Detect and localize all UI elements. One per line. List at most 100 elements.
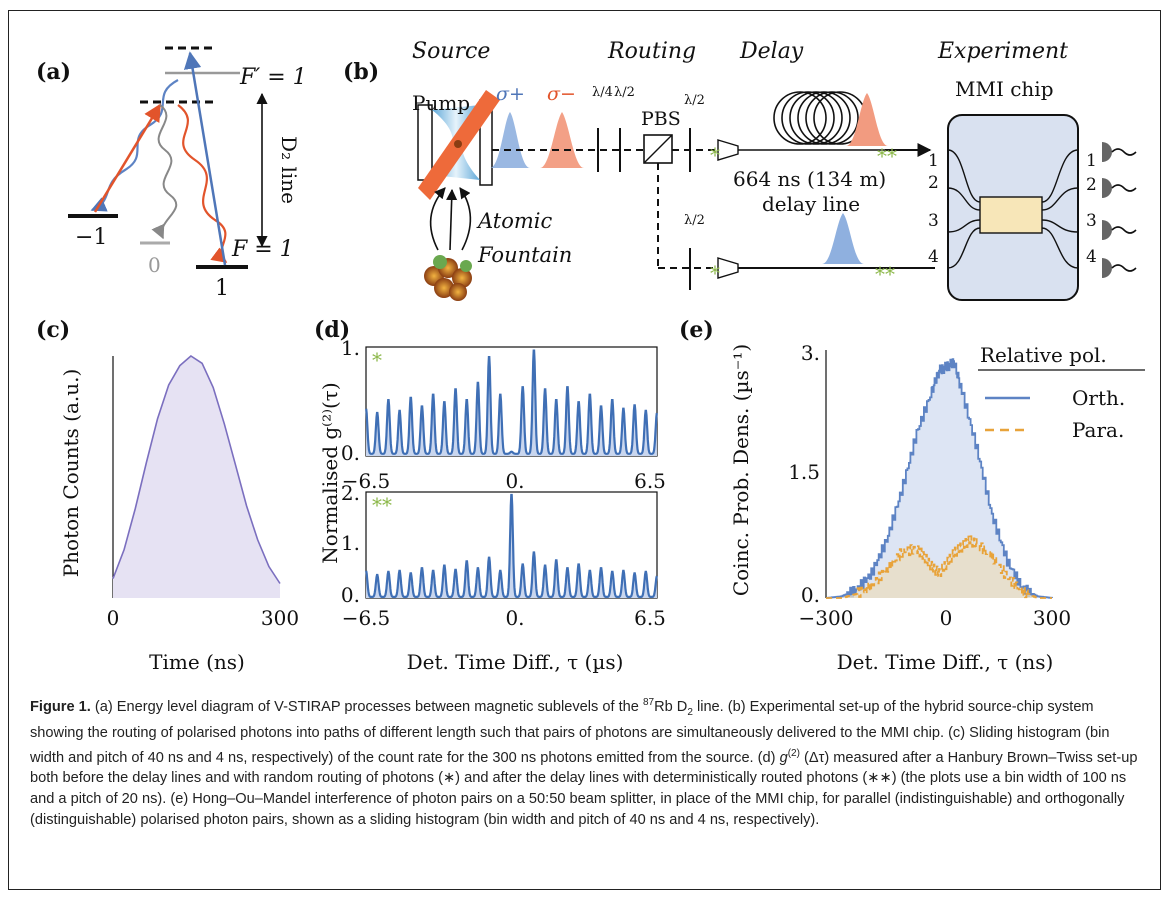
legend-title: Relative pol. [980, 343, 1107, 367]
caption-part-1: (a) Energy level diagram of V-STIRAP pro… [90, 698, 643, 715]
fountain-arrow-left [429, 187, 446, 251]
d2-line-label: D₂ line [277, 136, 301, 204]
caption-isotope: 87 [642, 697, 655, 708]
panel-c-xlabel: Time (ns) [149, 650, 245, 674]
photon-counts-plot [112, 354, 281, 598]
e-curve-Orth. [826, 358, 1053, 599]
fiber-coupler-bottom [717, 257, 739, 279]
panel-d-top-xtick-zero: 0. [505, 469, 524, 493]
photon-sigma-plus [490, 112, 530, 168]
detector-3-icon [1102, 220, 1137, 240]
photon-sigma-minus [540, 112, 584, 168]
section-delay: Delay [739, 39, 804, 64]
mmi-chip-label: MMI chip [955, 77, 1054, 101]
half-wave-label-1: λ/2 [614, 85, 635, 100]
panel-e-ytick-1-5: 1.5 [788, 460, 820, 484]
figure-caption: Figure 1. (a) Energy level diagram of V-… [30, 693, 1142, 830]
mmi-out-port-2: 2 [1086, 175, 1097, 195]
delay-text: delay line [762, 192, 860, 216]
caption-g-order: (2) [787, 747, 800, 759]
pbs-diagonal [643, 134, 673, 164]
panel-d-bottom-ytick-2: 2. [341, 481, 360, 505]
panel-c-xtick-300: 300 [261, 606, 299, 630]
panel-e-xlabel: Det. Time Diff., τ (ns) [837, 650, 1054, 674]
star-top-right: ** [877, 144, 897, 168]
panel-d-marker-top: * [372, 348, 382, 372]
panel-d-ylabel: Normalised g⁽²⁾(τ) [318, 382, 342, 563]
caption-part-2: Rb D [654, 698, 688, 715]
fountain-arrow-right [459, 187, 472, 251]
half-wave-label-2: λ/2 [684, 93, 705, 108]
delay-value: 664 ns (134 m) [733, 167, 886, 191]
wavy-emission-red [177, 104, 228, 263]
pump-arrow-blue [183, 51, 227, 266]
panel-e-ytick-0: 0. [801, 583, 820, 607]
panel-e: (e) Coinc. Prob. Dens. (µs⁻¹) 3. 1.5 0. … [679, 317, 1145, 674]
panel-d-top-ytick-0: 0. [341, 441, 360, 465]
delay-line-coil [738, 91, 900, 151]
panel-d-bottom-xtick-zero: 0. [505, 606, 524, 630]
panel-c-ylabel: Photon Counts (a.u.) [59, 369, 83, 578]
mmi-in-port-1: 1 [928, 151, 939, 171]
atom-cloud [424, 255, 472, 301]
section-routing: Routing [607, 39, 696, 64]
g2-plot-after-delay [365, 491, 658, 599]
caption-g: g [779, 749, 788, 766]
caption-subscript: 2 [687, 706, 693, 718]
panel-c: (c) Photon Counts (a.u.) 0 300 Time (ns) [36, 317, 299, 674]
panel-d: (d) Normalised g⁽²⁾(τ) * ** 1. 0. −6.5 0… [314, 317, 666, 674]
pbs-label: PBS [641, 108, 681, 130]
panel-c-label: (c) [36, 317, 70, 343]
legend: Relative pol. Orth. Para. [978, 343, 1145, 442]
c-area [113, 356, 280, 598]
sigma-minus-label: σ− [547, 83, 576, 105]
panel-a: (a) F′ = 1 D₂ line F = 1 −1 0 1 [36, 46, 307, 301]
cavity-mirror-left [417, 104, 433, 181]
d-top-frame [365, 346, 658, 457]
panel-c-xtick-0: 0 [107, 606, 120, 630]
panel-d-marker-bottom: ** [372, 493, 392, 517]
f-label: F = 1 [231, 237, 294, 262]
sigma-plus-label: σ+ [496, 83, 525, 105]
mmi-waveguides [947, 149, 1079, 269]
mmi-out-port-4: 4 [1086, 247, 1097, 267]
photon-direct [822, 213, 864, 264]
panel-e-ytick-3: 3. [801, 341, 820, 365]
panel-e-xtick-pos: 300 [1033, 606, 1071, 630]
f-prime-label: F′ = 1 [239, 65, 307, 90]
detector-2-icon [1102, 178, 1137, 198]
panel-d-top-ytick-1: 1. [341, 336, 360, 360]
panel-d-bottom-xtick-neg: −6.5 [342, 606, 391, 630]
panel-a-label: (a) [36, 59, 71, 85]
caption-lead: Figure 1. [30, 698, 91, 715]
figure-graphics: (a) F′ = 1 D₂ line F = 1 −1 0 1 [36, 39, 1145, 674]
legend-orth: Orth. [1072, 386, 1125, 410]
sublevel-label-minus-one: −1 [75, 225, 107, 250]
panel-d-label: (d) [314, 317, 350, 343]
d-bottom-curve [365, 493, 658, 598]
caption-part-3: line. (b) Experimental set-up of the hyb… [30, 698, 1110, 766]
section-source: Source [412, 39, 490, 64]
mmi-region [979, 196, 1043, 234]
detector-4-icon [1102, 258, 1137, 278]
figure-frame [8, 10, 1161, 890]
sublevel-label-one: 1 [215, 276, 229, 301]
e-curve-Para. [826, 535, 1052, 599]
mmi-out-port-3: 3 [1086, 211, 1097, 231]
photon-delayed [846, 93, 888, 146]
star-top-left: * [710, 143, 720, 167]
detector-1-icon [1102, 142, 1137, 162]
half-wave-label-3: λ/2 [684, 213, 705, 228]
legend-para: Para. [1072, 418, 1124, 442]
detectors [1102, 142, 1137, 278]
panel-d-xlabel: Det. Time Diff., τ (µs) [407, 650, 624, 674]
pump-label: Pump [412, 91, 470, 115]
mmi-in-port-3: 3 [928, 211, 939, 231]
g2-plot-before-delay [365, 346, 658, 457]
trapped-atom [454, 140, 462, 148]
panel-d-bottom-ytick-0: 0. [341, 583, 360, 607]
e-area-Para. [826, 536, 1052, 598]
caption-part-4: (Δτ) measured after a Hanbury Brown–Twis… [30, 749, 1138, 828]
fiber-coupler-top [717, 139, 739, 161]
e-area-Orth. [826, 359, 1052, 598]
